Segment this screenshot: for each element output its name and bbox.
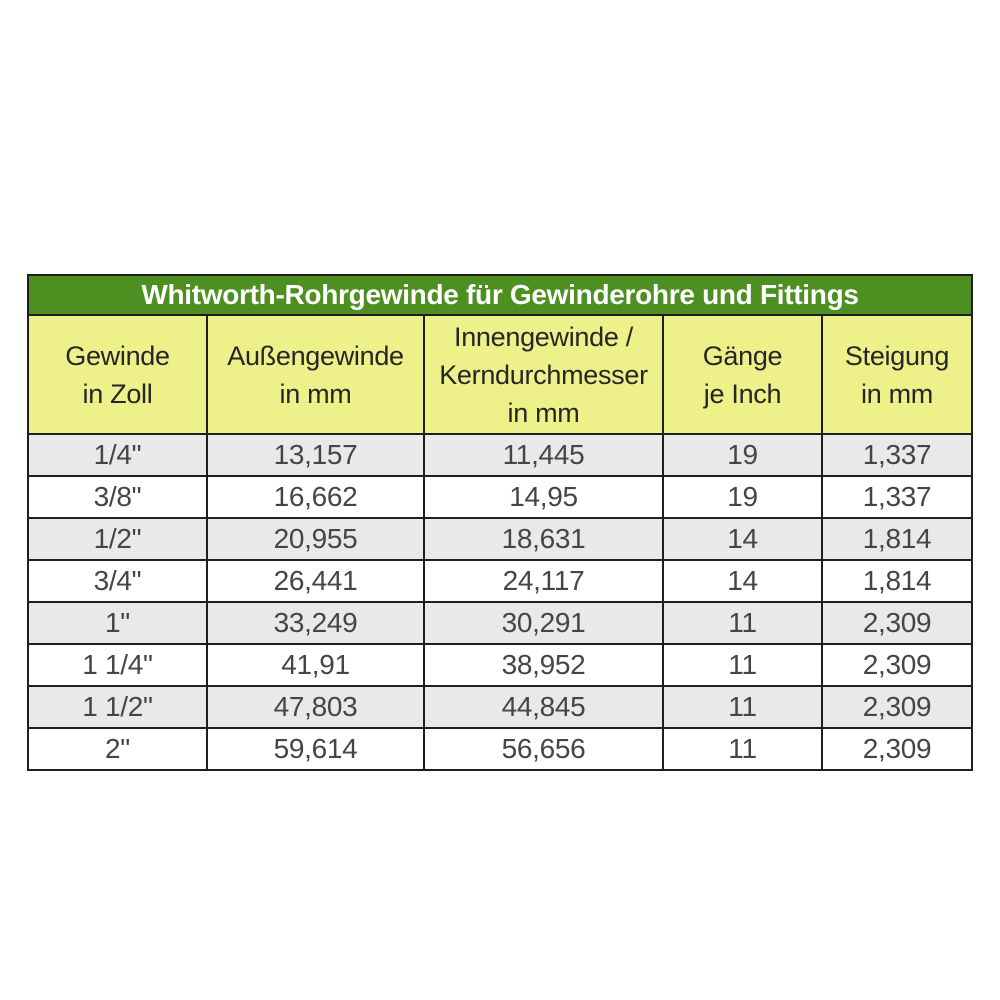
cell-gewinde: 3/8" [27, 475, 208, 519]
cell-gaenge: 11 [662, 643, 823, 687]
cell-steigung: 2,309 [820, 601, 974, 645]
table-row: 1" 33,249 30,291 11 2,309 [27, 601, 974, 645]
column-header-gaenge-je-inch: Gänge je Inch [662, 314, 823, 435]
cell-gewinde: 1" [27, 601, 208, 645]
cell-gaenge: 11 [662, 685, 823, 729]
cell-innengewinde: 14,95 [423, 475, 664, 519]
cell-aussengewinde: 33,249 [206, 601, 425, 645]
cell-aussengewinde: 20,955 [206, 517, 425, 561]
column-header-aussengewinde: Außengewinde in mm [206, 314, 425, 435]
cell-innengewinde: 30,291 [423, 601, 664, 645]
cell-innengewinde: 38,952 [423, 643, 664, 687]
table-row: 3/8" 16,662 14,95 19 1,337 [27, 475, 974, 519]
cell-innengewinde: 24,117 [423, 559, 664, 603]
table-row: 1/4" 13,157 11,445 19 1,337 [27, 433, 974, 477]
column-header-gewinde-in-zoll: Gewinde in Zoll [27, 314, 208, 435]
thread-table-container: Whitworth-Rohrgewinde für Gewinderohre u… [26, 274, 974, 771]
cell-aussengewinde: 16,662 [206, 475, 425, 519]
table-row: 3/4" 26,441 24,117 14 1,814 [27, 559, 974, 603]
table-row: 1 1/2" 47,803 44,845 11 2,309 [27, 685, 974, 729]
table-row: 1/2" 20,955 18,631 14 1,814 [27, 517, 974, 561]
column-header-innengewinde-kerndurchmesser: Innengewinde / Kerndurchmesser in mm [423, 314, 664, 435]
title-row: Whitworth-Rohrgewinde für Gewinderohre u… [26, 274, 974, 316]
cell-gewinde: 1/4" [27, 433, 208, 477]
cell-aussengewinde: 47,803 [206, 685, 425, 729]
cell-aussengewinde: 13,157 [206, 433, 425, 477]
cell-aussengewinde: 59,614 [206, 727, 425, 771]
cell-steigung: 1,337 [820, 433, 974, 477]
cell-gaenge: 19 [662, 475, 823, 519]
cell-innengewinde: 56,656 [423, 727, 664, 771]
cell-gaenge: 14 [662, 559, 823, 603]
cell-aussengewinde: 26,441 [206, 559, 425, 603]
table-row: 2" 59,614 56,656 11 2,309 [27, 727, 974, 771]
cell-steigung: 1,337 [820, 475, 974, 519]
cell-steigung: 1,814 [820, 559, 974, 603]
table-title: Whitworth-Rohrgewinde für Gewinderohre u… [26, 274, 974, 316]
cell-gaenge: 11 [662, 727, 823, 771]
cell-innengewinde: 18,631 [423, 517, 664, 561]
cell-innengewinde: 11,445 [423, 433, 664, 477]
cell-steigung: 2,309 [820, 643, 974, 687]
cell-gewinde: 1/2" [27, 517, 208, 561]
cell-steigung: 2,309 [820, 685, 974, 729]
cell-aussengewinde: 41,91 [206, 643, 425, 687]
cell-gaenge: 14 [662, 517, 823, 561]
cell-gewinde: 2" [27, 727, 208, 771]
cell-gewinde: 1 1/2" [27, 685, 208, 729]
column-header-steigung: Steigung in mm [820, 314, 974, 435]
cell-gewinde: 1 1/4" [27, 643, 208, 687]
cell-steigung: 1,814 [820, 517, 974, 561]
cell-gaenge: 19 [662, 433, 823, 477]
cell-gaenge: 11 [662, 601, 823, 645]
table-row: 1 1/4" 41,91 38,952 11 2,309 [27, 643, 974, 687]
cell-gewinde: 3/4" [27, 559, 208, 603]
column-header-row: Gewinde in Zoll Außengewinde in mm Innen… [27, 314, 974, 435]
whitworth-thread-table: Whitworth-Rohrgewinde für Gewinderohre u… [26, 274, 974, 771]
cell-steigung: 2,309 [820, 727, 974, 771]
cell-innengewinde: 44,845 [423, 685, 664, 729]
